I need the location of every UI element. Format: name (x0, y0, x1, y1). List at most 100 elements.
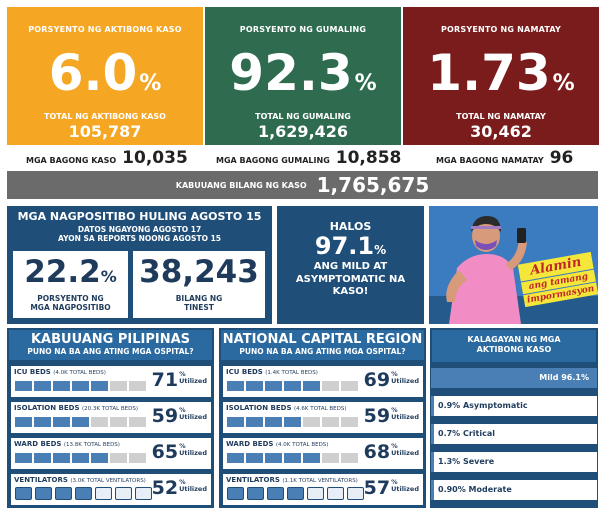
status-item-label: 0.9% Asymptomatic (438, 401, 528, 410)
total-cases-value: 1,765,675 (316, 173, 430, 197)
hospital_ph-row-ventilators: VENTILATORS (3.0K TOTAL VENTILATORS) 52% U… (10, 473, 212, 506)
ventilator-icons (15, 487, 152, 500)
utilization-value: 52 (151, 477, 179, 499)
status-share-bar (431, 424, 434, 444)
new-cases-label: MGA BAGONG KASO (26, 156, 117, 165)
utilization-bar-segment (34, 453, 51, 463)
bed-type-label: ISOLATION BEDS (4.6K TOTAL BEDS) (226, 404, 347, 412)
utilization-bar-segment (15, 453, 32, 463)
utilization-bar-segment (284, 453, 301, 463)
bed-type-label: ISOLATION BEDS (20.3K TOTAL BEDS) (14, 404, 138, 412)
mild-line2: ANG MILD AT ASYMPTOMATIC NA KASO! (295, 261, 406, 298)
utilization-bar-segment (91, 453, 108, 463)
bed-type-name: ICU BEDS (226, 368, 263, 376)
recovered-percent-label: PORSYENTO NG GUMALING (239, 25, 367, 34)
utilization-bar-segment (227, 417, 244, 427)
utilization-percent: 52% Utilized (151, 477, 207, 499)
active-panel: PORSYENTO NG AKTIBONG KASO 6.0% TOTAL NG… (7, 7, 203, 145)
utilization-value: 59 (151, 405, 179, 427)
utilization-unit: % Utilized (391, 406, 419, 421)
hospital-ph-subtitle: PUNO NA BA ANG ATING MGA OSPITAL? (27, 347, 194, 356)
hospital_ncr-row-ward-beds: WARD BEDS (4.0K TOTAL BEDS) 68% Utilized (222, 437, 424, 470)
utilization-sign: % (179, 370, 186, 378)
status-share-bar (431, 396, 434, 416)
status-item: 0.90% Moderate (430, 479, 598, 501)
utilization-bar-segment (322, 453, 339, 463)
utilization-label: Utilized (391, 377, 419, 386)
hospital-ncr-subtitle: PUNO NA BA ANG ATING MGA OSPITAL? (239, 347, 406, 356)
utilization-unit: % Utilized (391, 370, 419, 386)
positivity-report-line: AYON SA REPORTS NOONG AGOSTO 15 (57, 234, 222, 243)
status-item: Mild 96.1% (430, 367, 598, 389)
mild-percent: 97.1% (314, 232, 387, 260)
mild-line1: HALOS (329, 220, 372, 233)
recovered-percent: 92.3% (229, 44, 377, 102)
utilization-bar-segment (129, 453, 146, 463)
utilization-bar-segment (246, 381, 263, 391)
utilization-bars (227, 453, 358, 463)
bed-capacity: (4.0K TOTAL BEDS) (53, 370, 106, 376)
tested-value: 38,243 (139, 254, 259, 290)
utilization-label: Utilized (179, 377, 207, 386)
utilization-label: Utilized (391, 485, 419, 494)
utilization-sign: % (179, 442, 186, 450)
hospital-ph-title: KABUUANG PILIPINAS (30, 332, 191, 347)
utilization-value: 59 (363, 405, 391, 427)
utilization-sign: % (391, 370, 398, 378)
tested-box: 38,243 BILANG NG TINEST (133, 251, 265, 318)
utilization-bar-segment (72, 417, 89, 427)
hospital-ncr-header: NATIONAL CAPITAL REGION PUNO NA BA ANG A… (221, 330, 424, 360)
utilization-value: 68 (363, 441, 391, 463)
utilization-bar-segment (246, 417, 263, 427)
utilization-unit: % Utilized (179, 370, 207, 386)
bed-type-name: ISOLATION BEDS (226, 404, 292, 412)
utilization-bar-segment (341, 417, 358, 427)
utilization-bar-segment (110, 453, 127, 463)
utilization-bar-segment (34, 381, 51, 391)
utilization-label: Utilized (179, 413, 207, 422)
status-item-label: 0.7% Critical (438, 429, 495, 438)
utilization-bar-segment (110, 381, 127, 391)
bed-capacity: (1.1K TOTAL VENTILATORS) (282, 478, 358, 484)
utilization-value: 69 (363, 369, 391, 391)
ventilator-icon (35, 487, 52, 500)
status-share-bar (431, 452, 434, 472)
new-recovered-label: MGA BAGONG GUMALING (216, 156, 330, 165)
utilization-bar-segment (265, 453, 282, 463)
utilization-bar-segment (129, 381, 146, 391)
utilization-bars (227, 381, 358, 391)
status-header: KALAGAYAN NG MGA AKTIBONG KASO (432, 330, 596, 362)
bed-type-name: VENTILATORS (14, 476, 68, 484)
hospital_ph-row-ward-beds: WARD BEDS (13.8K TOTAL BEDS) 65% Utilized (10, 437, 212, 470)
died-total-label: TOTAL NG NAMATAY (456, 112, 546, 121)
utilization-value: 65 (151, 441, 179, 463)
tested-label: BILANG NG TINEST (175, 294, 223, 312)
bed-type-label: WARD BEDS (13.8K TOTAL BEDS) (14, 440, 120, 448)
ventilator-icon (15, 487, 32, 500)
utilization-unit: % Utilized (179, 442, 207, 457)
utilization-bar-segment (227, 381, 244, 391)
bed-type-label: VENTILATORS (3.0K TOTAL VENTILATORS) (14, 476, 146, 484)
utilization-bar-segment (284, 381, 301, 391)
bed-type-label: ICU BEDS (1.4K TOTAL BEDS) (226, 368, 318, 376)
utilization-bar-segment (246, 453, 263, 463)
utilization-percent: 68% Utilized (363, 441, 419, 463)
positivity-date-line: DATOS NGAYONG AGOSTO 17 (77, 225, 202, 234)
status-title: KALAGAYAN NG MGA AKTIBONG KASO (467, 335, 561, 355)
promo-illustration: Alamin ang tamang impormasyon (429, 206, 598, 324)
utilization-bar-segment (15, 417, 32, 427)
ventilator-icon (267, 487, 284, 500)
ventilator-icon (55, 487, 72, 500)
utilization-bar-segment (72, 453, 89, 463)
bed-type-label: ICU BEDS (4.0K TOTAL BEDS) (14, 368, 106, 376)
new-cases-value: 10,035 (122, 148, 188, 168)
positivity-rate-label: PORSYENTO NG MGA NAGPOSITIBO (30, 294, 111, 312)
utilization-bar-segment (322, 417, 339, 427)
utilization-bar-segment (72, 381, 89, 391)
ventilator-icon (75, 487, 92, 500)
died-percent: 1.73% (427, 44, 575, 102)
utilization-label: Utilized (391, 449, 419, 458)
utilization-sign: % (179, 406, 186, 414)
utilization-bar-segment (110, 417, 127, 427)
utilization-bar-segment (303, 381, 320, 391)
